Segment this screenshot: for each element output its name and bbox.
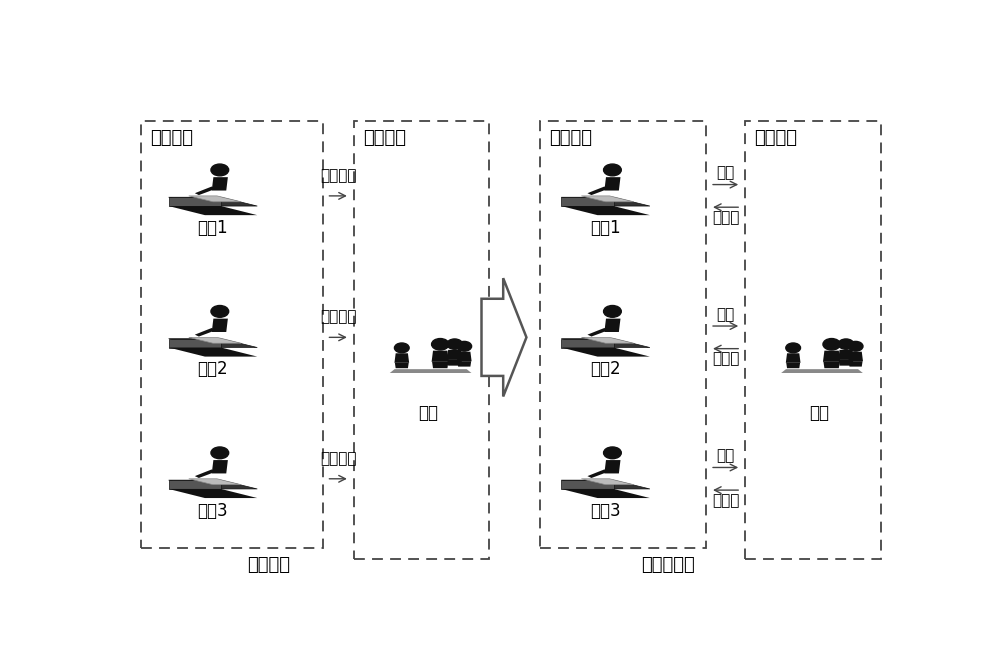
- Polygon shape: [169, 206, 257, 215]
- Text: 个人偏好: 个人偏好: [549, 129, 592, 147]
- Text: 单向聚合: 单向聚合: [320, 309, 356, 325]
- Text: 用户2: 用户2: [590, 360, 621, 378]
- Bar: [354, 122, 489, 558]
- Text: 用户3: 用户3: [198, 502, 228, 520]
- Polygon shape: [432, 351, 449, 362]
- Polygon shape: [212, 319, 228, 332]
- Text: 弱影响: 弱影响: [712, 351, 739, 366]
- Circle shape: [848, 341, 863, 351]
- Circle shape: [432, 339, 449, 350]
- Bar: [745, 122, 881, 558]
- Polygon shape: [394, 353, 409, 363]
- Polygon shape: [212, 177, 228, 190]
- Text: 用户3: 用户3: [590, 502, 621, 520]
- Polygon shape: [169, 197, 221, 206]
- Polygon shape: [587, 470, 608, 478]
- Polygon shape: [581, 479, 634, 485]
- Polygon shape: [169, 339, 257, 347]
- Polygon shape: [169, 347, 257, 357]
- Circle shape: [211, 305, 229, 317]
- Polygon shape: [395, 363, 409, 368]
- Text: 无影响: 无影响: [712, 493, 739, 508]
- Polygon shape: [561, 489, 650, 498]
- Polygon shape: [848, 351, 863, 361]
- Polygon shape: [823, 351, 840, 362]
- Polygon shape: [786, 363, 800, 368]
- Circle shape: [604, 447, 621, 459]
- Text: 群体: 群体: [418, 404, 438, 422]
- Polygon shape: [581, 196, 634, 202]
- Text: 个人偏好: 个人偏好: [150, 129, 193, 147]
- Text: 本发明方法: 本发明方法: [641, 556, 694, 574]
- Text: 单向聚合: 单向聚合: [320, 168, 356, 183]
- Polygon shape: [457, 351, 472, 361]
- Circle shape: [604, 305, 621, 317]
- Circle shape: [786, 343, 801, 353]
- Polygon shape: [587, 328, 608, 337]
- Polygon shape: [561, 480, 650, 489]
- Polygon shape: [781, 369, 863, 373]
- Polygon shape: [581, 337, 634, 343]
- Polygon shape: [587, 186, 608, 195]
- Circle shape: [211, 447, 229, 459]
- Circle shape: [457, 341, 472, 351]
- Polygon shape: [838, 350, 854, 360]
- Text: 单向聚合: 单向聚合: [320, 451, 356, 466]
- Polygon shape: [561, 197, 650, 206]
- Polygon shape: [604, 319, 620, 332]
- Circle shape: [447, 339, 462, 349]
- Text: 聚合: 聚合: [716, 307, 735, 322]
- Polygon shape: [839, 360, 853, 365]
- Polygon shape: [561, 480, 614, 489]
- Polygon shape: [849, 361, 863, 367]
- Polygon shape: [189, 337, 241, 343]
- Polygon shape: [169, 480, 221, 489]
- Polygon shape: [823, 362, 840, 368]
- Circle shape: [211, 164, 229, 176]
- Polygon shape: [212, 460, 228, 474]
- Circle shape: [604, 164, 621, 176]
- Text: 群体: 群体: [810, 404, 830, 422]
- Polygon shape: [390, 369, 471, 373]
- Circle shape: [838, 339, 854, 349]
- Polygon shape: [482, 278, 526, 397]
- Polygon shape: [561, 339, 650, 347]
- Text: 强影响: 强影响: [712, 210, 739, 224]
- Text: 用户1: 用户1: [590, 218, 621, 236]
- Polygon shape: [189, 479, 241, 485]
- Polygon shape: [561, 347, 650, 357]
- Circle shape: [394, 343, 409, 353]
- Text: 用户2: 用户2: [198, 360, 228, 378]
- Text: 聚合: 聚合: [716, 166, 735, 180]
- Polygon shape: [432, 362, 448, 368]
- Polygon shape: [561, 206, 650, 215]
- Polygon shape: [561, 197, 614, 206]
- Text: 传统方法: 传统方法: [247, 556, 290, 574]
- Text: 用户1: 用户1: [198, 218, 228, 236]
- Polygon shape: [169, 489, 257, 498]
- Polygon shape: [195, 328, 216, 337]
- Polygon shape: [604, 460, 620, 474]
- Polygon shape: [169, 197, 257, 206]
- Bar: [140, 122, 323, 548]
- Text: 群体偏好: 群体偏好: [754, 129, 797, 147]
- Circle shape: [823, 339, 840, 350]
- Polygon shape: [195, 186, 216, 195]
- Text: 群体偏好: 群体偏好: [363, 129, 406, 147]
- Polygon shape: [457, 361, 471, 367]
- Polygon shape: [169, 339, 221, 347]
- Polygon shape: [189, 196, 241, 202]
- Bar: [540, 122, 706, 548]
- Polygon shape: [447, 350, 462, 360]
- Polygon shape: [195, 470, 216, 478]
- Polygon shape: [561, 339, 614, 347]
- Polygon shape: [169, 480, 257, 489]
- Text: 聚合: 聚合: [716, 448, 735, 464]
- Polygon shape: [786, 353, 801, 363]
- Polygon shape: [447, 360, 462, 365]
- Polygon shape: [604, 177, 620, 190]
